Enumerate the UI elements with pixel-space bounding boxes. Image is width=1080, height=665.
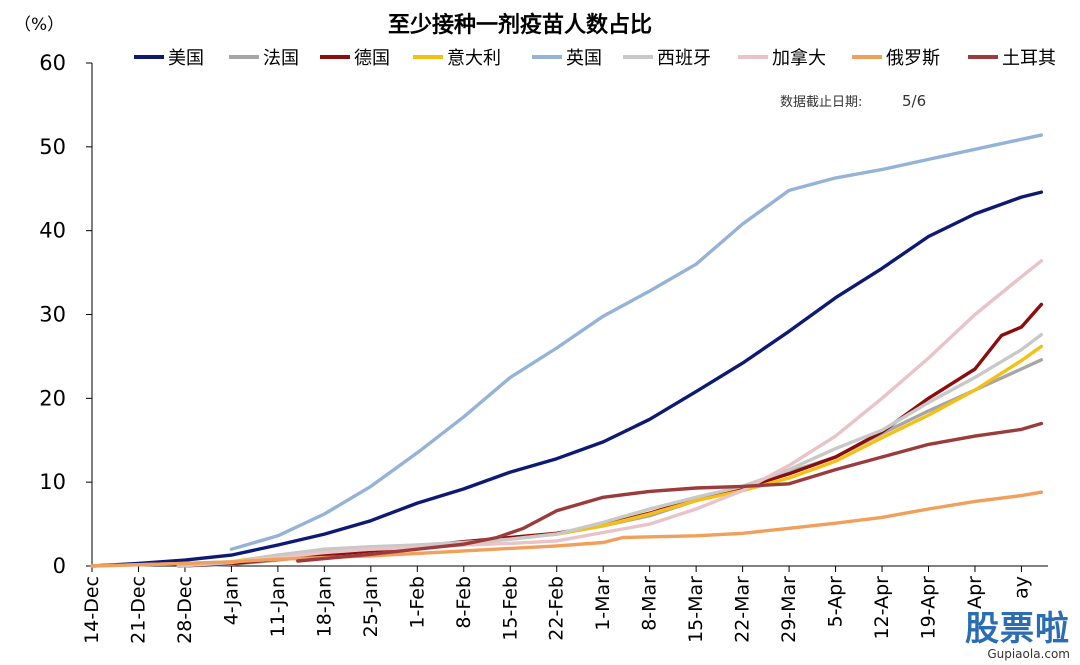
x-tick-label: 22-Feb bbox=[546, 576, 568, 641]
watermark: 股票啦 Gupiaola.com bbox=[954, 601, 1074, 661]
y-tick-label: 10 bbox=[39, 470, 66, 494]
x-tick-label: 11-Jan bbox=[267, 576, 289, 637]
series-line-0 bbox=[90, 190, 1044, 568]
x-tick-label: 15-Mar bbox=[685, 576, 707, 643]
x-tick-label: 4-Jan bbox=[220, 576, 242, 625]
legend-label-6: 加拿大 bbox=[772, 47, 826, 69]
legend-label-2: 德国 bbox=[354, 48, 390, 69]
legend-label-4: 英国 bbox=[566, 48, 602, 69]
x-tick-label: 21-Dec bbox=[127, 576, 149, 644]
watermark-logo: 股票啦 bbox=[965, 609, 1070, 649]
legend-label-8: 土耳其 bbox=[1002, 48, 1056, 69]
legend-label-3: 意大利 bbox=[447, 48, 501, 69]
series-line-2 bbox=[176, 302, 1044, 568]
series-lines bbox=[90, 133, 1044, 568]
date-note-value: 5/6 bbox=[902, 92, 926, 110]
x-tick-label: ay bbox=[1010, 576, 1032, 599]
legend-label-0: 美国 bbox=[168, 48, 204, 69]
date-note: 数据截止日期: 5/6 bbox=[780, 92, 926, 110]
x-tick-label: 19-Apr bbox=[918, 576, 940, 640]
watermark-url: Gupiaola.com bbox=[987, 647, 1070, 661]
x-tick-label: 1-Feb bbox=[406, 576, 428, 629]
x-tick-label: 5-Apr bbox=[825, 576, 847, 628]
series-line-5 bbox=[176, 332, 1044, 568]
axes: 0 10 20 30 40 50 60 14-Dec 21-Dec 28-Dec 4-Jan 11-J… bbox=[39, 51, 1048, 644]
series-line-4 bbox=[229, 133, 1044, 551]
x-tick-label: 22-Mar bbox=[732, 576, 754, 643]
x-tick-label: 1-Mar bbox=[592, 576, 614, 631]
legend-label-1: 法国 bbox=[263, 48, 299, 69]
x-tick-label: 12-Apr bbox=[871, 576, 893, 640]
legend: 美国 法国 德国 意大利 英国 西班牙 加拿大 俄罗斯 土耳其 bbox=[134, 47, 1056, 69]
series-line-6 bbox=[90, 259, 1044, 568]
x-tick-label: 18-Jan bbox=[313, 576, 335, 637]
y-tick-label: 20 bbox=[39, 386, 66, 410]
y-tick-label: 0 bbox=[53, 554, 66, 578]
y-tick-label: 50 bbox=[39, 135, 66, 159]
series-line-7 bbox=[90, 490, 1044, 568]
x-tick-label: 8-Mar bbox=[639, 576, 661, 631]
series-line-1 bbox=[176, 358, 1044, 568]
y-tick-label: 40 bbox=[39, 219, 66, 243]
x-tick-label: 29-Mar bbox=[778, 576, 800, 643]
legend-label-5: 西班牙 bbox=[657, 48, 711, 69]
x-tick-label: 15-Feb bbox=[499, 576, 521, 641]
series-line-8 bbox=[296, 421, 1044, 563]
y-axis-label: （%） bbox=[14, 15, 64, 35]
x-tick-label: Apr bbox=[964, 576, 986, 609]
y-tick-label: 30 bbox=[39, 303, 66, 327]
x-tick-label: 14-Dec bbox=[81, 576, 103, 644]
x-tick-label: 25-Jan bbox=[360, 576, 382, 637]
y-tick-label: 60 bbox=[39, 51, 66, 75]
series-line-3 bbox=[176, 344, 1044, 568]
x-tick-label: 28-Dec bbox=[174, 576, 196, 644]
chart-title: 至少接种一剂疫苗人数占比 bbox=[388, 12, 652, 38]
date-note-label: 数据截止日期: bbox=[780, 95, 862, 110]
x-tick-label: 8-Feb bbox=[453, 576, 475, 629]
legend-label-7: 俄罗斯 bbox=[886, 48, 940, 69]
